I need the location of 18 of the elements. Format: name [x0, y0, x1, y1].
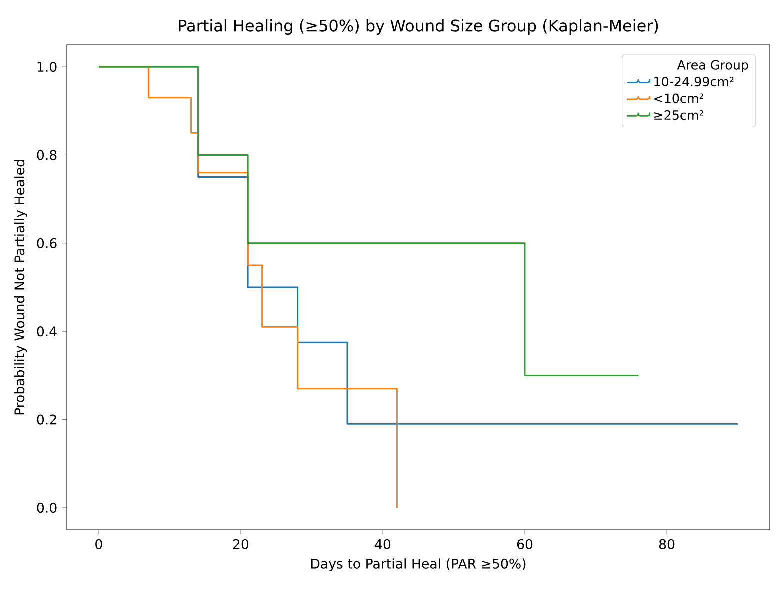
legend-title: Area Group [677, 60, 748, 72]
legend-label: ≥25cm² [654, 110, 704, 120]
x-tick-label: 0 [96, 539, 102, 550]
x-tick-label: 60 [517, 539, 533, 550]
y-axis-title: Probability Wound Not Partially Healed [14, 160, 28, 415]
y-tick-label: 1.0 [38, 62, 57, 72]
x-tick-label: 20 [233, 539, 249, 550]
y-tick-label: 0.6 [37, 238, 57, 248]
x-axis-title: Days to Partial Heal (PAR ≥50%) [311, 558, 526, 572]
legend-label: 10-24.99cm² [654, 77, 734, 87]
y-tick-label: 0.4 [37, 326, 57, 337]
y-tick-label: 0.2 [37, 414, 56, 425]
y-tick-label: 0.0 [37, 502, 57, 513]
legend-label: <10cm² [654, 94, 704, 104]
chart-title: Partial Healing (≥50%) by Wound Size Group (Kaplan-Meier) [179, 19, 658, 35]
x-tick-label: 40 [375, 539, 391, 550]
x-tick-label: 80 [659, 539, 675, 550]
y-tick-label: 0.8 [37, 150, 57, 160]
